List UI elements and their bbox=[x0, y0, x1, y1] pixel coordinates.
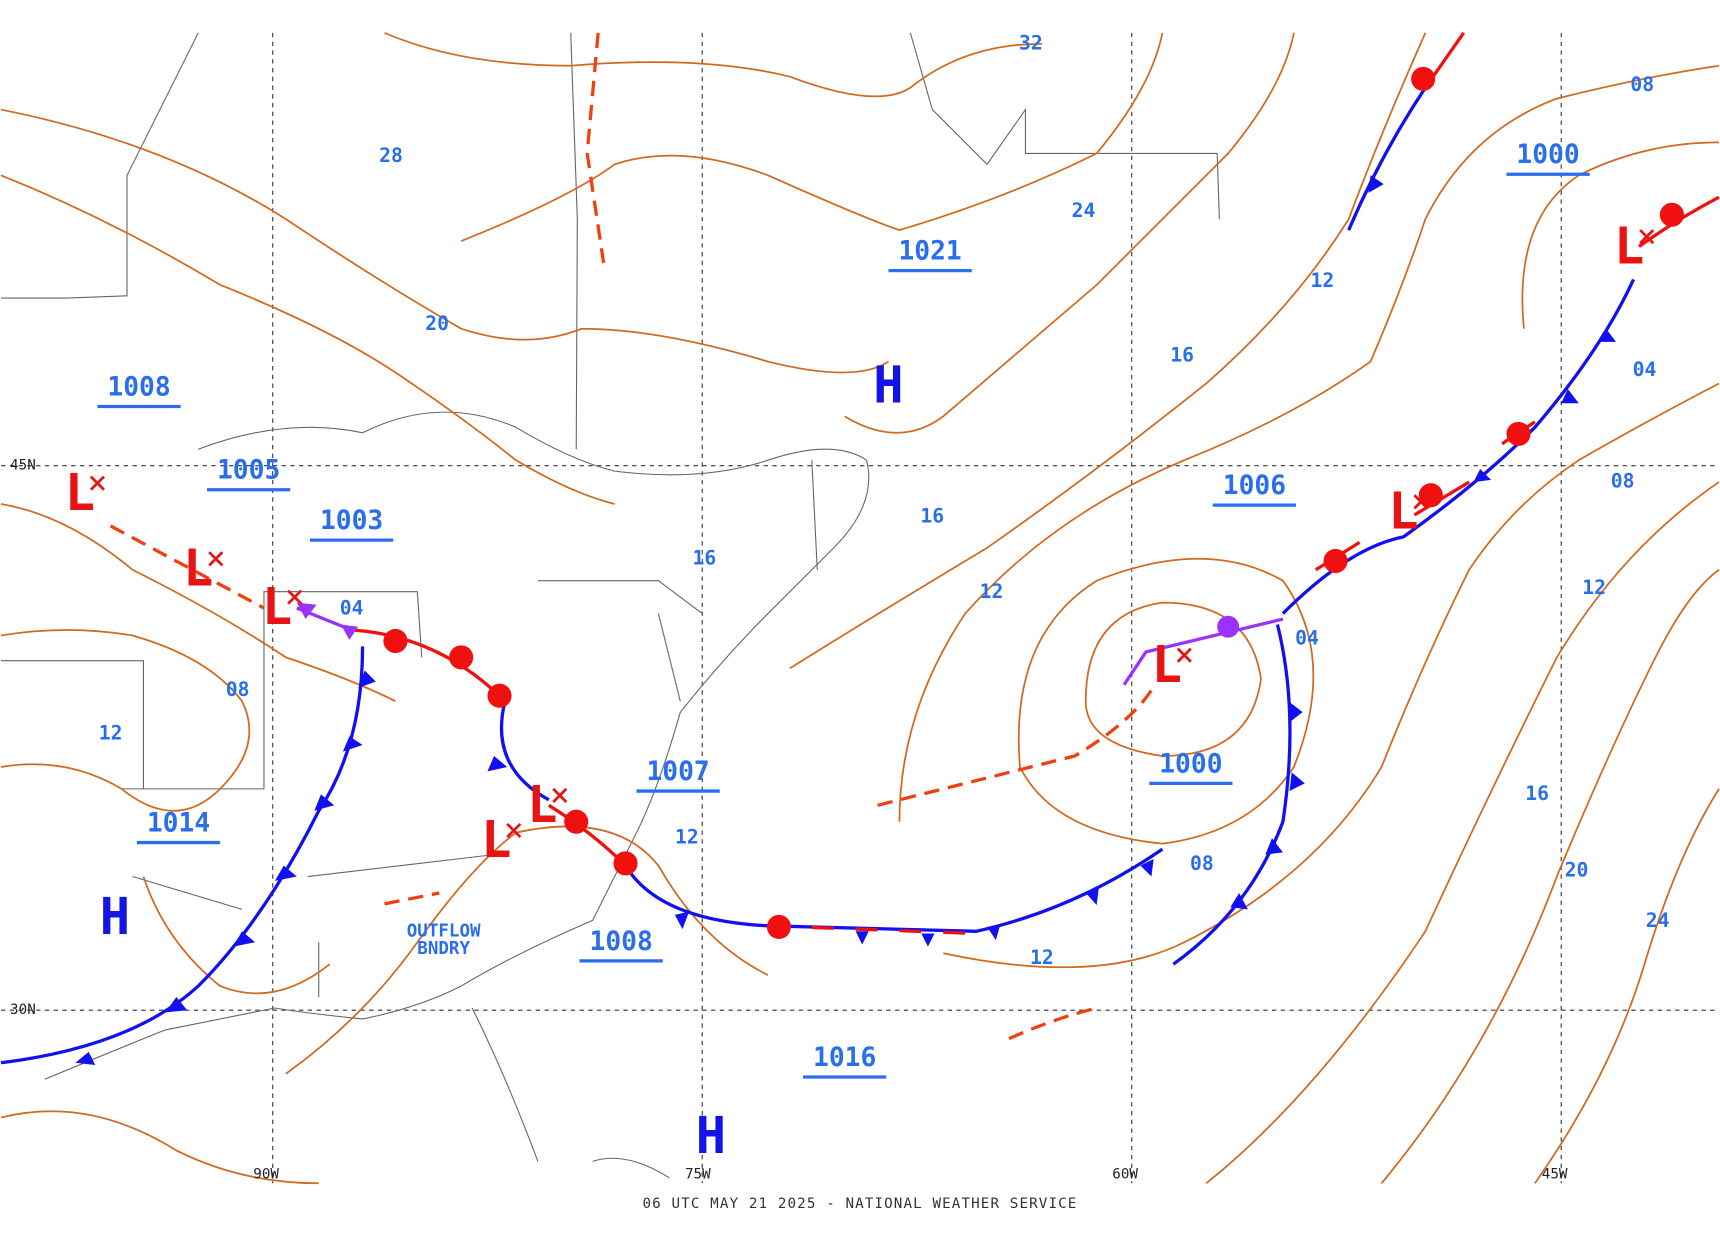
pressure-center: H bbox=[873, 355, 903, 414]
longitude-label: 45W bbox=[1542, 1167, 1568, 1183]
low-cross bbox=[208, 551, 224, 567]
isobar-label: 20 bbox=[1565, 859, 1589, 882]
isobar-label: 12 bbox=[99, 722, 123, 745]
labels: HHHLLLLLLLL10001021100810051003100610001… bbox=[10, 31, 1669, 1212]
isobar-label: 1000 bbox=[1516, 140, 1579, 170]
isobar-label: 1008 bbox=[589, 927, 652, 957]
isobar-label: 1003 bbox=[320, 506, 383, 536]
isobar-label: 12 bbox=[980, 580, 1004, 603]
isobar-label: 20 bbox=[425, 312, 449, 335]
low-cross bbox=[89, 475, 105, 491]
pressure-center: L bbox=[481, 810, 511, 869]
pressure-center: H bbox=[100, 887, 130, 946]
isobar-label: 04 bbox=[1295, 626, 1319, 649]
isobar-label: 1008 bbox=[107, 372, 170, 402]
pressure-center: L bbox=[65, 463, 95, 522]
isobar-label: 04 bbox=[1633, 358, 1657, 381]
isobar-label: 12 bbox=[1030, 946, 1054, 969]
isobar-label: 08 bbox=[1630, 73, 1654, 96]
isobar-label: 32 bbox=[1019, 31, 1043, 54]
low-cross bbox=[1639, 229, 1655, 245]
pressure-center: H bbox=[696, 1106, 726, 1165]
isobar-label: 08 bbox=[1611, 470, 1635, 493]
isobar-label: 04 bbox=[340, 597, 364, 620]
longitude-label: 75W bbox=[685, 1167, 711, 1183]
low-cross bbox=[1413, 494, 1429, 510]
isobar-label: 12 bbox=[1310, 269, 1334, 292]
borders bbox=[1, 32, 1220, 1179]
boundary-annotation: OUTFLOW bbox=[407, 921, 481, 941]
isobar-label: 1006 bbox=[1223, 471, 1286, 501]
isobar-label: 24 bbox=[1072, 199, 1096, 222]
pressure-center: L bbox=[1614, 216, 1644, 275]
longitude-label: 60W bbox=[1112, 1167, 1138, 1183]
isobar-label: 1021 bbox=[898, 237, 961, 267]
latitude-label: 30N bbox=[10, 1002, 36, 1018]
low-cross bbox=[287, 589, 303, 605]
pressure-center: L bbox=[527, 775, 557, 834]
isobar-label: 16 bbox=[693, 546, 717, 569]
boundary-annotation: BNDRY bbox=[417, 939, 470, 959]
isobar-label: 28 bbox=[379, 144, 403, 167]
isobar-label: 16 bbox=[920, 505, 944, 528]
isobars bbox=[0, 32, 1720, 1185]
isobar-label: 16 bbox=[1170, 344, 1194, 367]
low-cross bbox=[1176, 647, 1192, 663]
isobar-label: 08 bbox=[226, 678, 250, 701]
isobar-label: 1007 bbox=[646, 757, 709, 787]
pressure-center: L bbox=[183, 538, 213, 597]
isobar-label: 12 bbox=[675, 826, 699, 849]
longitude-label: 90W bbox=[253, 1167, 279, 1183]
fronts bbox=[0, 31, 1720, 1065]
isobar-label: 16 bbox=[1525, 782, 1549, 805]
low-cross bbox=[552, 787, 568, 803]
isobar-label: 1014 bbox=[147, 808, 210, 838]
isobar-label: 08 bbox=[1190, 852, 1214, 875]
latitude-label: 45N bbox=[10, 458, 36, 474]
pressure-center: L bbox=[1388, 481, 1418, 540]
isobar-label: 1000 bbox=[1159, 749, 1222, 779]
isobar-label: 12 bbox=[1582, 576, 1606, 599]
pressure-center: L bbox=[1152, 635, 1182, 694]
isobar-label: 1005 bbox=[217, 456, 280, 486]
isobar-label: 24 bbox=[1646, 909, 1670, 932]
low-cross bbox=[506, 822, 522, 839]
pressure-center: L bbox=[262, 577, 292, 636]
footer: 06 UTC MAY 21 2025 - NATIONAL WEATHER SE… bbox=[643, 1196, 1078, 1212]
isobar-label: 1016 bbox=[813, 1043, 876, 1073]
